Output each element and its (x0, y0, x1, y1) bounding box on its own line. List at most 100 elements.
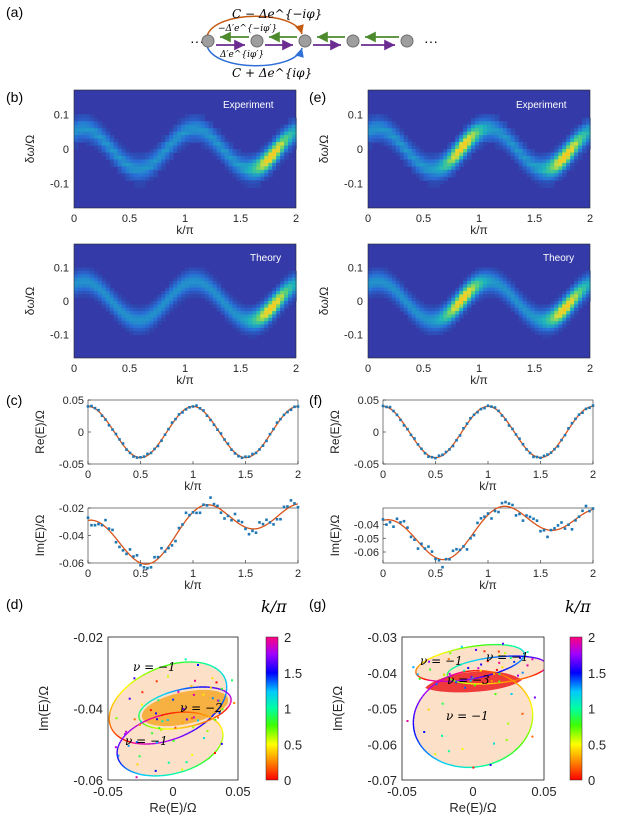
heatmap-cell (482, 290, 488, 295)
data-point (409, 433, 413, 437)
heatmap-cell (518, 166, 524, 171)
data-point (521, 442, 525, 446)
heatmap-cell (379, 290, 385, 295)
heatmap-cell (435, 166, 440, 171)
spectrum-point (218, 712, 221, 714)
heatmap-cell (471, 142, 476, 147)
heatmap-cell (288, 301, 293, 305)
heatmap-cell (494, 267, 500, 272)
heatmap-cell (479, 277, 484, 282)
heatmap-cell (371, 284, 377, 289)
heatmap-cell (518, 297, 524, 302)
heatmap-cell (188, 277, 194, 282)
data-point (226, 514, 230, 518)
data-point (114, 432, 118, 436)
heatmap-cell (443, 314, 448, 319)
data-point (413, 437, 416, 440)
heatmap-cell (471, 277, 476, 282)
heatmap-cell (415, 152, 421, 157)
heatmap-cell (455, 290, 460, 295)
heatmap-cell (550, 331, 555, 336)
heatmap-cell (371, 270, 377, 275)
heatmap-cell (498, 270, 504, 275)
heatmap-cell (506, 128, 512, 133)
heatmap-cell (391, 294, 397, 299)
heatmap-cell (109, 155, 115, 161)
heatmap-cell (498, 124, 504, 129)
heatmap-cell (387, 117, 393, 122)
heatmap-cell (169, 149, 174, 154)
heatmap-cell (276, 301, 281, 305)
heatmap-cell (264, 307, 269, 312)
heatmap-cell (272, 317, 277, 322)
heatmap-cell (244, 307, 250, 312)
heatmap-cell (431, 327, 436, 332)
heatmap-cell (494, 142, 500, 147)
heatmap-cell (109, 301, 115, 305)
heatmap-cell (220, 297, 226, 302)
heatmap-cell (260, 324, 265, 329)
heatmap-cell (165, 297, 170, 302)
heatmap-cell (514, 297, 520, 302)
heatmap-cell (368, 124, 373, 129)
heatmap-cell (494, 284, 500, 289)
heatmap-cell (375, 124, 381, 129)
x-tick-label: 0 (380, 469, 386, 481)
heatmap-cell (161, 294, 166, 299)
heatmap-cell (379, 117, 385, 122)
data-point (476, 521, 479, 525)
heatmap-cell (268, 159, 273, 164)
heatmap-cell (387, 131, 393, 136)
heatmap-cell (276, 131, 281, 136)
data-point (97, 408, 100, 412)
heatmap-cell (272, 297, 277, 302)
heatmap-cell (419, 317, 425, 322)
heatmap-cell (562, 152, 567, 157)
heatmap-cell (77, 267, 83, 272)
data-point (121, 549, 125, 552)
heatmap-cell (77, 277, 83, 282)
heatmap-cell (149, 324, 154, 329)
heatmap-cell (181, 294, 186, 299)
x-tick-label: 2 (295, 568, 301, 580)
heatmap-cell (502, 145, 508, 150)
heatmap-cell (81, 284, 87, 289)
heatmap-cell (570, 159, 575, 164)
x-tick-label: 1.5 (533, 469, 548, 481)
y-tick-label: 0.05 (358, 395, 379, 407)
heatmap-cell (486, 267, 492, 272)
heatmap-cell (137, 173, 142, 178)
data-point (268, 432, 272, 436)
heatmap-cell (288, 138, 293, 143)
heatmap-cell (181, 124, 186, 129)
heatmap-cell (522, 301, 528, 305)
heatmap-cell (129, 314, 135, 319)
heatmap-cell (566, 297, 571, 302)
heatmap-cell (419, 327, 425, 332)
heatmap-cell (368, 131, 373, 136)
heatmap-cell (431, 169, 436, 174)
heatmap-cell (546, 162, 551, 167)
heatmap-cell (105, 131, 111, 136)
spectrum-point (461, 748, 464, 751)
heatmap-cell (121, 297, 127, 302)
heatmap-cell (125, 314, 131, 319)
heatmap-cell (224, 314, 230, 319)
heatmap-cell (200, 114, 206, 119)
data-point (430, 455, 434, 459)
heatmap-cell (137, 314, 142, 319)
x-tick-label: 2 (590, 469, 596, 481)
data-point (219, 511, 223, 514)
heatmap-cell (443, 327, 448, 332)
heatmap-cell (371, 131, 377, 136)
heatmap-cell (177, 138, 182, 143)
heatmap-cell (482, 142, 488, 147)
heatmap-cell (443, 152, 448, 157)
heatmap-cell (534, 331, 540, 336)
spectrum-point (115, 717, 118, 720)
spectrum-point (526, 651, 529, 654)
heatmap-cell (558, 294, 563, 299)
heatmap-cell (494, 138, 500, 143)
heatmap-cell (216, 290, 222, 295)
heatmap-cell (173, 149, 178, 154)
